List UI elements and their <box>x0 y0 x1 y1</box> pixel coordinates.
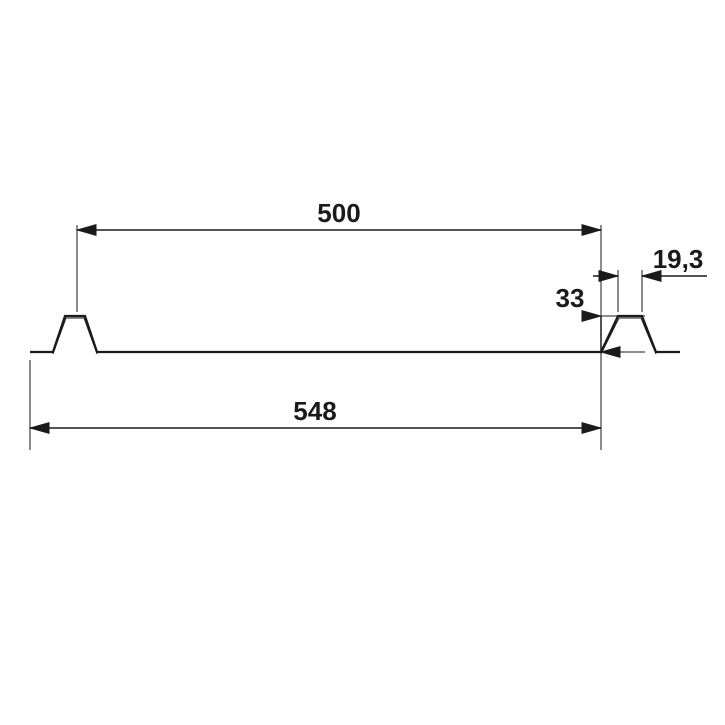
profile-drawing: 500 548 33 19,3 <box>0 0 725 725</box>
dim-top-width-value: 19,3 <box>653 244 704 274</box>
dim-total-width-value: 548 <box>293 396 336 426</box>
sheet-profile-inner <box>53 318 656 354</box>
dim-cover-width-value: 500 <box>317 198 360 228</box>
sheet-profile <box>30 316 680 352</box>
dim-height-value: 33 <box>556 283 585 313</box>
